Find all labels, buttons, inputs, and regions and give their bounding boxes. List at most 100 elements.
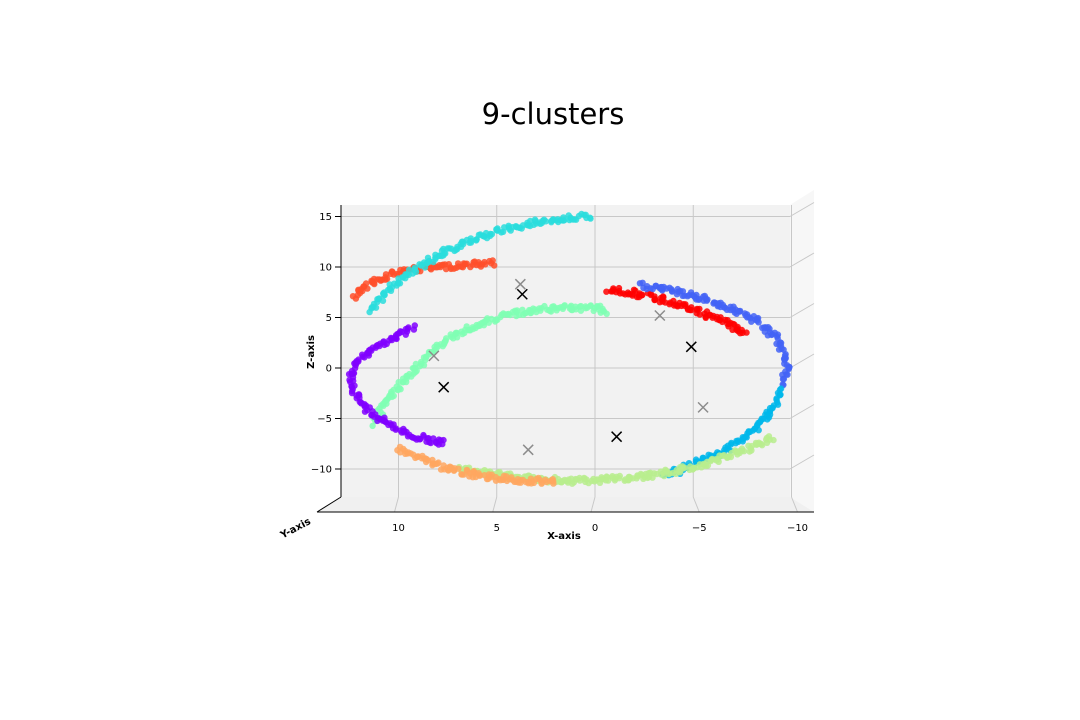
data-point xyxy=(639,291,646,298)
data-point xyxy=(603,288,610,295)
z-tick-label: 15 xyxy=(319,212,332,223)
data-point xyxy=(640,475,647,482)
data-point xyxy=(745,442,752,449)
data-point xyxy=(351,365,359,372)
data-point xyxy=(616,472,623,480)
data-point xyxy=(590,307,597,315)
data-point xyxy=(488,231,496,238)
data-point xyxy=(410,326,418,333)
x-tick-label: 0 xyxy=(592,523,598,534)
x-floor-gridline xyxy=(394,496,399,513)
data-point xyxy=(704,296,711,303)
data-point xyxy=(392,426,399,433)
data-point xyxy=(372,344,379,351)
data-point xyxy=(696,461,704,468)
data-point xyxy=(455,465,462,472)
tick-labels: 10 5 0 −5 −10 15 10 5 0 −5 −10 xyxy=(311,212,808,534)
data-point xyxy=(458,471,466,478)
data-point xyxy=(459,330,466,338)
centroid-gray-marker xyxy=(697,401,709,413)
data-point xyxy=(364,285,371,292)
data-point xyxy=(624,289,632,296)
data-point xyxy=(651,295,658,302)
data-point xyxy=(347,378,354,386)
data-point xyxy=(427,439,434,447)
data-point xyxy=(653,470,660,478)
z-tick-label: 10 xyxy=(319,263,332,274)
data-point xyxy=(582,303,589,310)
data-point xyxy=(548,219,555,226)
floor-pane xyxy=(317,497,814,512)
x-floor-gridline xyxy=(791,496,798,513)
data-point xyxy=(781,355,788,363)
data-point xyxy=(489,257,496,264)
centroid-black-marker xyxy=(516,288,528,300)
y-axis-label: Y-axis xyxy=(278,516,313,541)
data-point xyxy=(488,474,495,481)
z-tick-label: 0 xyxy=(326,364,332,375)
data-point xyxy=(660,294,667,301)
data-point xyxy=(739,329,746,336)
centroid-black-marker xyxy=(611,431,623,443)
x-tick-label: −10 xyxy=(787,523,808,534)
centroid-markers xyxy=(428,278,709,456)
data-point xyxy=(442,250,449,257)
data-point xyxy=(587,302,594,310)
data-point xyxy=(382,271,390,278)
data-point xyxy=(781,360,788,367)
data-point xyxy=(722,444,729,451)
x-tick-label: −5 xyxy=(692,523,707,534)
data-point xyxy=(716,316,724,324)
centroid-gray-marker xyxy=(654,309,666,322)
data-point xyxy=(588,477,595,484)
centroid-black-marker xyxy=(438,381,450,393)
centroid-gray-marker xyxy=(514,278,526,290)
x-floor-gridline xyxy=(692,496,700,513)
data-point xyxy=(729,320,737,328)
centroid-gray-marker xyxy=(428,350,440,362)
data-point xyxy=(369,422,376,430)
data-point xyxy=(768,331,775,339)
centroid-black-marker xyxy=(685,341,697,353)
z-side-gridline xyxy=(789,404,815,419)
data-point xyxy=(362,280,370,287)
z-side-gridline xyxy=(789,454,815,470)
data-point xyxy=(439,343,446,350)
data-point xyxy=(481,258,488,266)
z-side-gridline xyxy=(789,202,815,217)
z-tick-label: −5 xyxy=(317,414,332,425)
data-point xyxy=(470,468,477,476)
data-point xyxy=(542,218,549,225)
data-point xyxy=(395,386,402,393)
centroid-gray-marker xyxy=(522,444,534,456)
z-tick-label: 5 xyxy=(326,313,332,324)
data-point xyxy=(499,228,507,235)
data-point xyxy=(542,476,549,483)
data-point xyxy=(668,286,675,293)
x-tick-label: 5 xyxy=(494,523,500,534)
x-axis-label: X-axis xyxy=(547,531,581,542)
data-point xyxy=(582,478,589,486)
data-point xyxy=(709,455,716,463)
data-point xyxy=(688,304,695,311)
data-point xyxy=(779,376,787,383)
data-point xyxy=(696,311,703,318)
data-point xyxy=(587,215,594,222)
axes xyxy=(316,205,814,513)
data-point xyxy=(424,254,432,261)
data-point xyxy=(437,466,445,473)
data-point xyxy=(566,305,573,312)
data-point xyxy=(784,371,791,378)
data-point xyxy=(435,459,442,466)
data-point xyxy=(503,477,511,485)
z-tick-label: −10 xyxy=(311,465,332,476)
data-point xyxy=(401,427,408,435)
data-point xyxy=(467,235,474,242)
data-point xyxy=(450,335,457,342)
z-side-gridline xyxy=(789,303,815,318)
data-point xyxy=(411,264,419,271)
x-floor-gridline xyxy=(590,496,596,513)
side-pane xyxy=(790,190,814,512)
data-point xyxy=(755,319,762,326)
